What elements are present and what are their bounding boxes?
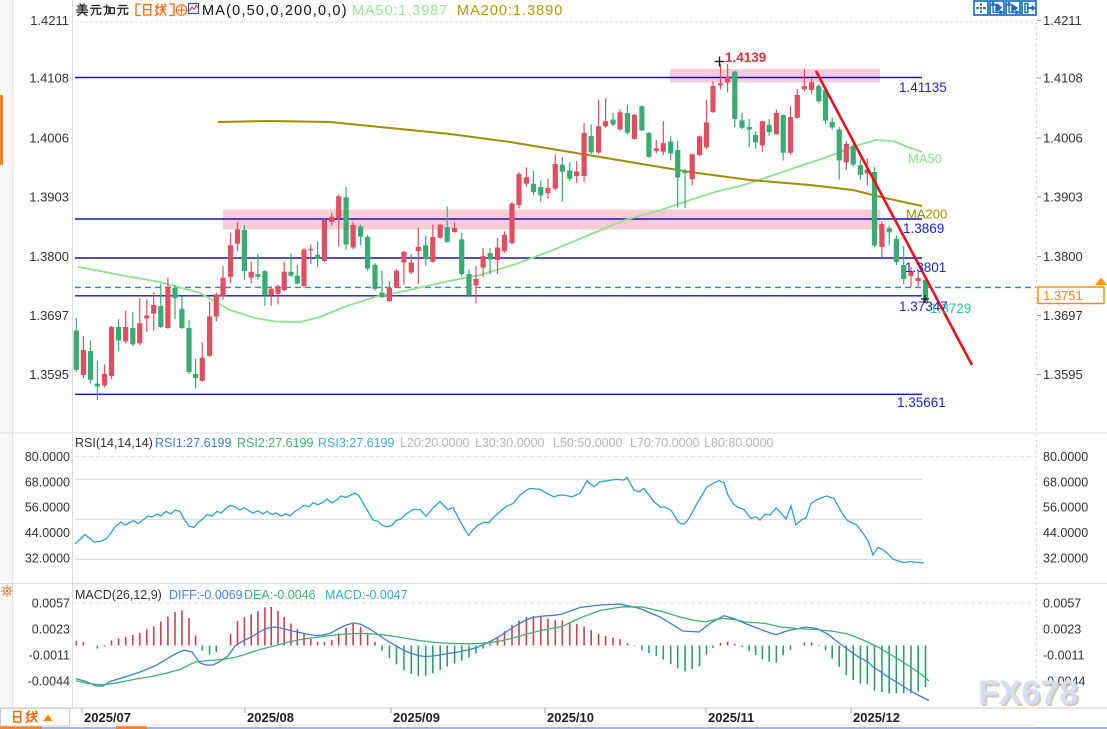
svg-text:32.0000: 32.0000 — [25, 551, 70, 565]
svg-text:56.0000: 56.0000 — [1043, 501, 1088, 515]
svg-text:1.4006: 1.4006 — [1043, 131, 1083, 146]
svg-text:80.0000: 80.0000 — [1043, 450, 1088, 464]
svg-text:0.0057: 0.0057 — [1043, 597, 1081, 611]
svg-text:1.3800: 1.3800 — [29, 249, 69, 264]
svg-text:1.3801: 1.3801 — [905, 260, 946, 275]
svg-text:80.0000: 80.0000 — [25, 450, 70, 464]
svg-text:MA50: MA50 — [908, 151, 942, 166]
svg-text:MA50:1.3987: MA50:1.3987 — [352, 3, 448, 19]
svg-text:1.3751: 1.3751 — [1043, 288, 1083, 303]
svg-text:MACD:-0.0047: MACD:-0.0047 — [325, 588, 408, 602]
svg-text:1.3869: 1.3869 — [903, 221, 944, 236]
svg-text:-0.0011: -0.0011 — [29, 649, 71, 663]
svg-text:DIFF:-0.0069: DIFF:-0.0069 — [169, 588, 243, 602]
svg-text:2025/08: 2025/08 — [247, 710, 294, 725]
svg-text:L30:30.0000: L30:30.0000 — [475, 436, 545, 450]
svg-text:RSI2:27.6199: RSI2:27.6199 — [237, 436, 313, 450]
svg-text:-0.0044: -0.0044 — [1043, 675, 1085, 689]
svg-text:MA200: MA200 — [906, 207, 947, 222]
svg-text:1.3903: 1.3903 — [1043, 190, 1083, 205]
svg-text:FX678: FX678 — [978, 674, 1078, 712]
svg-text:DEA:-0.0046: DEA:-0.0046 — [244, 588, 316, 602]
svg-text:2025/11: 2025/11 — [708, 710, 754, 725]
svg-text:L50:50.0000: L50:50.0000 — [553, 436, 623, 450]
svg-text:RSI1:27.6199: RSI1:27.6199 — [155, 436, 231, 450]
svg-text:1.3595: 1.3595 — [29, 367, 69, 382]
svg-text:1.37347: 1.37347 — [899, 299, 948, 314]
svg-text:RSI(14,14,14): RSI(14,14,14) — [75, 436, 153, 450]
svg-text:1.4139: 1.4139 — [725, 50, 766, 65]
svg-text:0.0023: 0.0023 — [32, 623, 70, 637]
svg-text:68.0000: 68.0000 — [1043, 475, 1088, 489]
svg-text:MA200:1.3890: MA200:1.3890 — [457, 3, 563, 19]
svg-text:1.35661: 1.35661 — [897, 395, 946, 410]
svg-text:-0.0011: -0.0011 — [1043, 649, 1085, 663]
svg-text:44.0000: 44.0000 — [1043, 526, 1088, 540]
svg-text:1.3697: 1.3697 — [1043, 308, 1083, 323]
svg-text:0.0023: 0.0023 — [1043, 623, 1081, 637]
svg-text:2025/07: 2025/07 — [84, 710, 131, 725]
svg-text:1.4108: 1.4108 — [29, 71, 69, 86]
svg-text:2025/09: 2025/09 — [393, 710, 440, 725]
svg-text:1.41135: 1.41135 — [899, 80, 947, 95]
svg-text:32.0000: 32.0000 — [1043, 551, 1088, 565]
svg-text:56.0000: 56.0000 — [25, 501, 70, 515]
svg-text:L20:20.0000: L20:20.0000 — [400, 436, 470, 450]
svg-text:1.3595: 1.3595 — [1043, 367, 1083, 382]
svg-text:FX678: FX678 — [980, 676, 1080, 714]
svg-text:44.0000: 44.0000 — [25, 526, 70, 540]
svg-text:MA(0,50,0,200,0,0): MA(0,50,0,200,0,0) — [202, 3, 348, 19]
svg-text:RSI3:27.6199: RSI3:27.6199 — [318, 436, 394, 450]
svg-text:1.4108: 1.4108 — [1043, 71, 1083, 86]
svg-text:2025/10: 2025/10 — [547, 710, 594, 725]
svg-text:1.4211: 1.4211 — [1043, 13, 1082, 28]
svg-text:68.0000: 68.0000 — [25, 475, 70, 489]
svg-text:1.3800: 1.3800 — [1043, 249, 1083, 264]
svg-text:1.3903: 1.3903 — [29, 190, 69, 205]
svg-text:2025/12: 2025/12 — [853, 710, 900, 725]
svg-text:1.3729: 1.3729 — [930, 301, 971, 316]
svg-text:1.4006: 1.4006 — [29, 131, 69, 146]
svg-text:1.4211: 1.4211 — [30, 13, 69, 28]
svg-text:1.3697: 1.3697 — [29, 308, 69, 323]
svg-text:0.0057: 0.0057 — [32, 597, 70, 611]
svg-text:L80:80.0000: L80:80.0000 — [704, 436, 774, 450]
svg-text:MACD(26,12,9): MACD(26,12,9) — [75, 588, 162, 602]
svg-text:L70:70.0000: L70:70.0000 — [630, 436, 700, 450]
svg-text:-0.0044: -0.0044 — [28, 675, 70, 689]
